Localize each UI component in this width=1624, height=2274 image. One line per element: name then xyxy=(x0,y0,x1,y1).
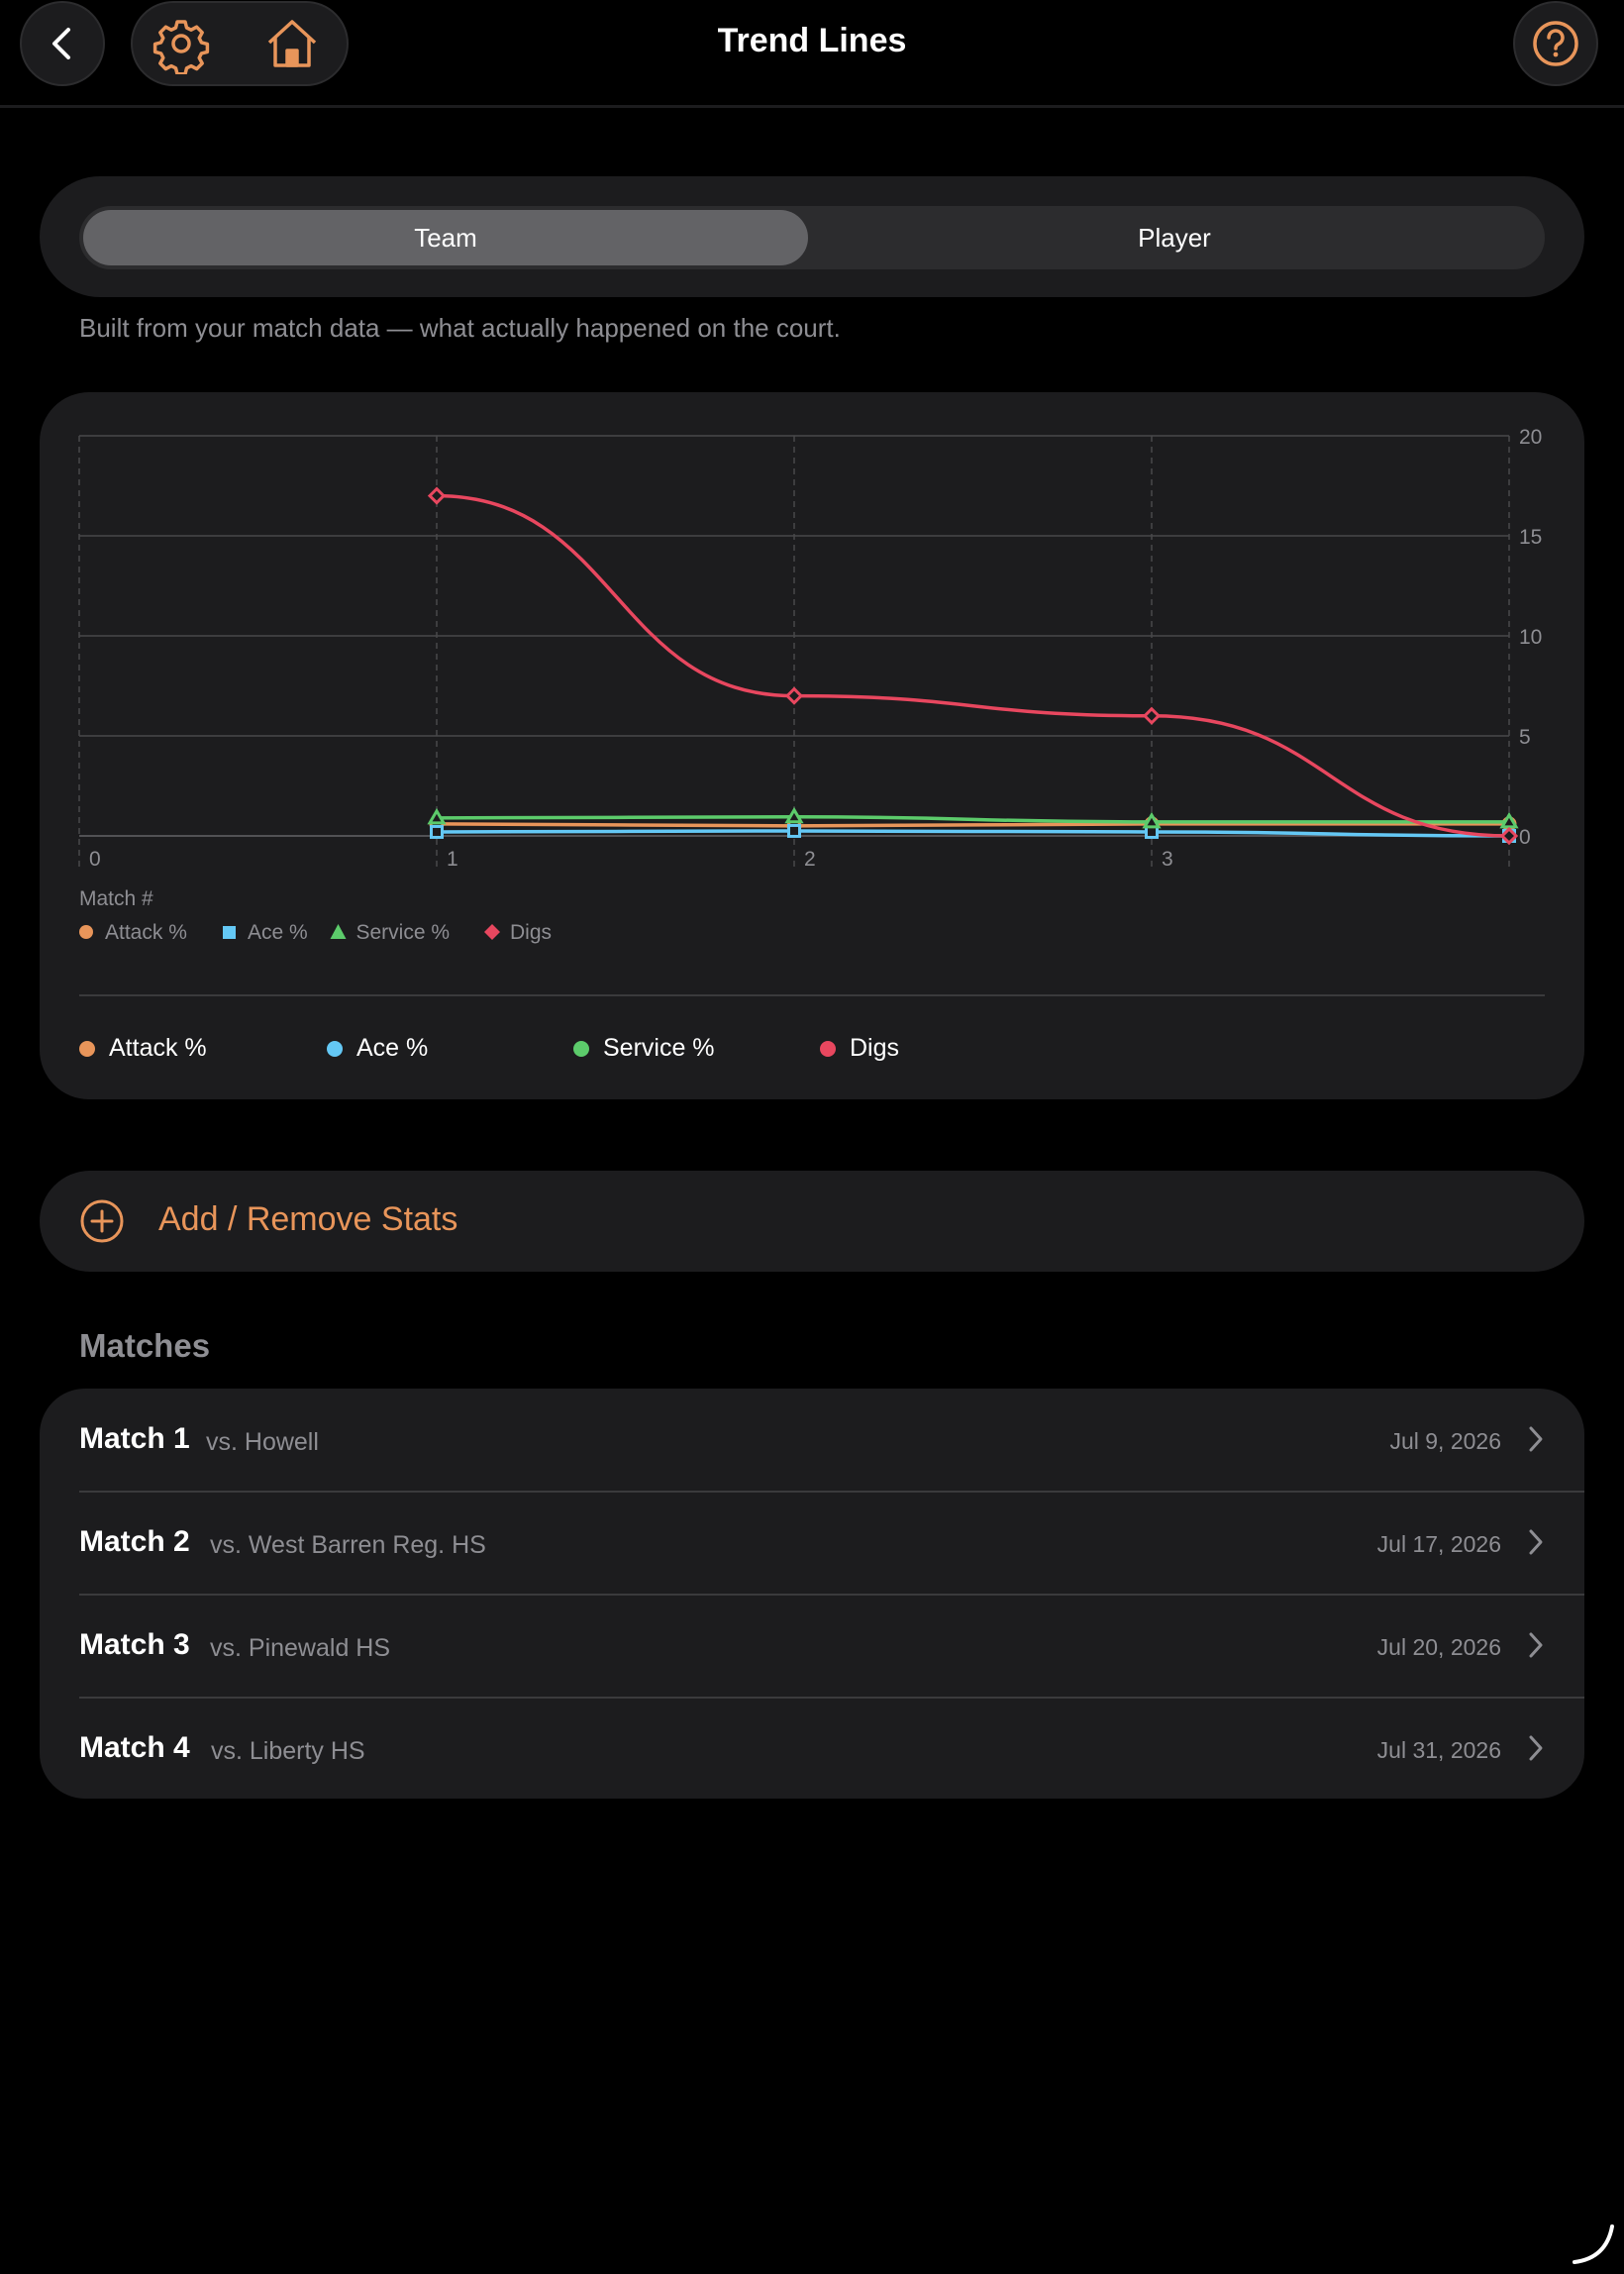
chevron-left-icon xyxy=(52,28,70,59)
match-name: Match 3 xyxy=(79,1628,190,1661)
data-point xyxy=(1499,826,1519,846)
data-point xyxy=(1142,811,1162,829)
chart-description: Built from your match data — what actual… xyxy=(79,313,841,343)
back-button[interactable] xyxy=(20,1,105,86)
digs-dot-icon xyxy=(820,1040,836,1057)
segment-card: Team Player xyxy=(40,176,1584,297)
match-row-1[interactable]: Match 1 vs. Howell Jul 9, 2026 xyxy=(40,1389,1584,1492)
ace-dot-icon xyxy=(327,1040,343,1057)
chevron-right-icon xyxy=(1529,1735,1543,1761)
chevron-right-icon xyxy=(1529,1426,1543,1452)
data-point xyxy=(427,807,447,825)
chart-card: 0 5 10 15 20 0 1 2 3 Match # Attack % Ace % Service … xyxy=(40,392,1584,1099)
match-name: Match 1 xyxy=(79,1422,190,1455)
y-tick-label: 15 xyxy=(1519,526,1542,549)
data-point xyxy=(1499,811,1519,829)
match-opponent: vs. Liberty HS xyxy=(211,1737,365,1765)
legend-service-label: Service % xyxy=(603,1034,715,1062)
match-opponent: vs. Howell xyxy=(206,1428,319,1456)
match-row-3[interactable]: Match 3 vs. Pinewald HS Jul 20, 2026 xyxy=(40,1595,1584,1698)
row-divider xyxy=(79,1594,1584,1596)
data-point xyxy=(430,824,444,839)
series-line-digs xyxy=(436,493,1510,838)
data-point xyxy=(784,686,804,705)
legend-divider xyxy=(79,994,1545,996)
gear-icon xyxy=(152,20,210,76)
match-date: Jul 9, 2026 xyxy=(1389,1428,1501,1454)
match-row-2[interactable]: Match 2 vs. West Barren Reg. HS Jul 17, … xyxy=(40,1492,1584,1595)
add-remove-stats-label: Add / Remove Stats xyxy=(158,1200,458,1238)
chevron-right-icon xyxy=(1529,1529,1543,1555)
legend-attack-label: Attack % xyxy=(109,1034,207,1062)
x-tick-label: 2 xyxy=(804,848,816,871)
row-divider xyxy=(79,1491,1584,1493)
settings-button[interactable] xyxy=(151,13,212,76)
series-line-service- xyxy=(436,815,1509,824)
match-name: Match 2 xyxy=(79,1525,190,1558)
legend-marker xyxy=(223,926,236,939)
x-axis-label: Match # xyxy=(79,887,153,910)
help-button[interactable] xyxy=(1513,1,1598,86)
y-tick-label: 0 xyxy=(1519,826,1531,849)
x-tick-label: 0 xyxy=(89,848,101,871)
legend-attack[interactable]: Attack % xyxy=(79,1034,207,1063)
match-date: Jul 17, 2026 xyxy=(1376,1531,1501,1557)
match-date: Jul 20, 2026 xyxy=(1376,1634,1501,1660)
y-tick-label: 5 xyxy=(1519,726,1531,749)
home-button[interactable] xyxy=(261,13,323,74)
series-line-ace- xyxy=(436,829,1510,838)
match-row-4[interactable]: Match 4 vs. Liberty HS Jul 31, 2026 xyxy=(40,1698,1584,1799)
legend-label: Service % xyxy=(356,921,451,944)
legend-ace-label: Ace % xyxy=(356,1034,429,1062)
row-divider xyxy=(79,1697,1584,1699)
series-line-attack- xyxy=(436,822,1509,828)
trend-chart: 0 5 10 15 20 0 1 2 3 Match # Attack % Ace % Service … xyxy=(78,426,1542,944)
toolbar-group xyxy=(131,1,349,86)
legend-label: Digs xyxy=(510,921,552,944)
y-tick-label: 10 xyxy=(1519,626,1542,649)
legend-ace[interactable]: Ace % xyxy=(327,1034,428,1063)
home-icon xyxy=(267,20,317,67)
y-tick-label: 20 xyxy=(1519,426,1542,449)
add-remove-stats-button[interactable]: Add / Remove Stats xyxy=(40,1171,1584,1272)
data-point xyxy=(427,486,447,505)
question-circle-icon xyxy=(1533,21,1578,66)
chevron-right-icon xyxy=(1529,1632,1543,1658)
match-date: Jul 31, 2026 xyxy=(1376,1737,1501,1763)
data-point xyxy=(1142,706,1162,725)
match-opponent: vs. Pinewald HS xyxy=(210,1634,391,1662)
segment-team[interactable]: Team xyxy=(414,223,477,253)
legend-digs-label: Digs xyxy=(850,1034,900,1062)
plus-circle-icon xyxy=(80,1199,124,1243)
x-tick-label: 3 xyxy=(1162,848,1173,871)
matches-list: Match 1 vs. Howell Jul 9, 2026 Match 2 v… xyxy=(40,1389,1584,1799)
match-opponent: vs. West Barren Reg. HS xyxy=(210,1531,486,1559)
service-dot-icon xyxy=(573,1040,589,1057)
match-name: Match 4 xyxy=(79,1731,190,1764)
legend-marker xyxy=(79,925,93,939)
data-point xyxy=(787,823,801,838)
x-tick-label: 1 xyxy=(447,848,458,871)
attack-dot-icon xyxy=(79,1040,95,1057)
page-title: Trend Lines xyxy=(717,22,907,59)
data-point xyxy=(784,806,804,824)
legend-label: Attack % xyxy=(105,921,187,944)
legend-label: Ace % xyxy=(248,921,308,944)
header-divider xyxy=(0,105,1624,108)
resize-handle-icon[interactable] xyxy=(1571,2219,1620,2268)
segment-player[interactable]: Player xyxy=(1138,223,1211,253)
segment-selected-indicator xyxy=(83,210,808,265)
legend-digs[interactable]: Digs xyxy=(820,1034,899,1063)
legend-service[interactable]: Service % xyxy=(573,1034,715,1063)
legend-marker xyxy=(484,924,500,940)
matches-heading: Matches xyxy=(79,1327,211,1364)
legend-marker xyxy=(330,924,347,939)
